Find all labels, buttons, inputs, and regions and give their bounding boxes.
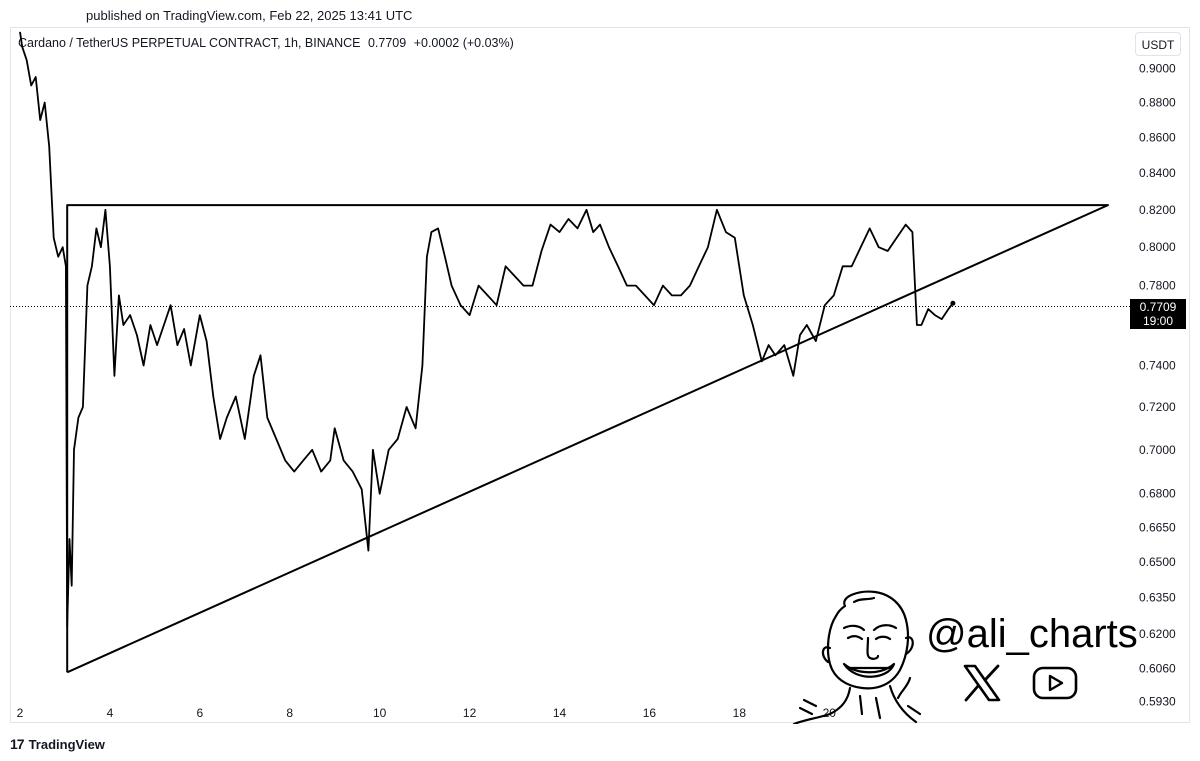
youtube-icon[interactable] — [1032, 666, 1078, 700]
candle-countdown: 19:00 — [1142, 314, 1174, 328]
x-tick-label: 16 — [643, 706, 657, 720]
chart-frame[interactable] — [10, 27, 1190, 723]
y-tick-label: 0.7000 — [1139, 443, 1176, 457]
y-tick-label: 0.8600 — [1139, 131, 1176, 145]
y-tick-label: 0.7400 — [1139, 358, 1176, 372]
currency-button[interactable]: USDT — [1135, 32, 1181, 56]
tradingview-footer[interactable]: 17 TradingView — [10, 736, 105, 752]
y-tick-label: 0.8400 — [1139, 166, 1176, 180]
last-price-tag: 0.7709 19:00 — [1130, 299, 1186, 329]
series-group — [19, 31, 1109, 674]
x-tick-label: 8 — [286, 706, 293, 720]
y-tick-label: 0.6500 — [1139, 555, 1176, 569]
y-tick-label: 0.7200 — [1139, 400, 1176, 414]
tradingview-brand: TradingView — [28, 736, 105, 752]
y-tick-label: 0.6200 — [1139, 627, 1176, 641]
y-tick-label: 0.6060 — [1139, 662, 1176, 676]
y-tick-label: 0.8000 — [1139, 240, 1176, 254]
y-tick-label: 0.5930 — [1139, 694, 1176, 708]
symbol-legend: Cardano / TetherUS PERPETUAL CONTRACT, 1… — [18, 36, 518, 50]
author-handle: @ali_charts — [926, 612, 1138, 656]
x-tick-label: 2 — [17, 706, 24, 720]
symbol-pair[interactable]: Cardano / TetherUS PERPETUAL CONTRACT, 1… — [18, 36, 361, 50]
symbol-price: 0.7709 — [367, 36, 407, 50]
y-tick-label: 0.8200 — [1139, 203, 1176, 217]
y-tick-label: 0.6800 — [1139, 487, 1176, 501]
triangle-pattern — [66, 204, 1109, 674]
x-tick-label: 14 — [553, 706, 567, 720]
x-tick-label: 12 — [463, 706, 477, 720]
y-axis[interactable]: 0.9000 0.8800 0.8600 0.8400 0.8200 0.8000 0.78… — [1139, 62, 1176, 709]
published-info: published on TradingView.com, Feb 22, 20… — [86, 8, 413, 23]
x-axis[interactable]: 2 4 6 8 10 12 14 16 18 20 — [17, 706, 837, 720]
last-price-value: 0.7709 — [1139, 300, 1177, 314]
price-line — [19, 31, 954, 628]
tradingview-logo-icon: 17 — [10, 736, 25, 752]
cartoon-face-icon — [792, 590, 922, 724]
x-logo-icon[interactable] — [962, 664, 1002, 702]
symbol-change: +0.0002 (+0.03%) — [413, 36, 514, 50]
y-tick-label: 0.7800 — [1139, 279, 1176, 293]
x-tick-label: 18 — [733, 706, 747, 720]
last-price-dot — [950, 300, 956, 306]
y-tick-label: 0.6650 — [1139, 521, 1176, 535]
x-tick-label: 10 — [373, 706, 387, 720]
x-tick-label: 4 — [107, 706, 114, 720]
y-tick-label: 0.9000 — [1139, 62, 1176, 76]
y-tick-label: 0.6350 — [1139, 591, 1176, 605]
y-tick-label: 0.8800 — [1139, 96, 1176, 110]
x-tick-label: 6 — [196, 706, 203, 720]
x-tick-label: 20 — [823, 706, 837, 720]
